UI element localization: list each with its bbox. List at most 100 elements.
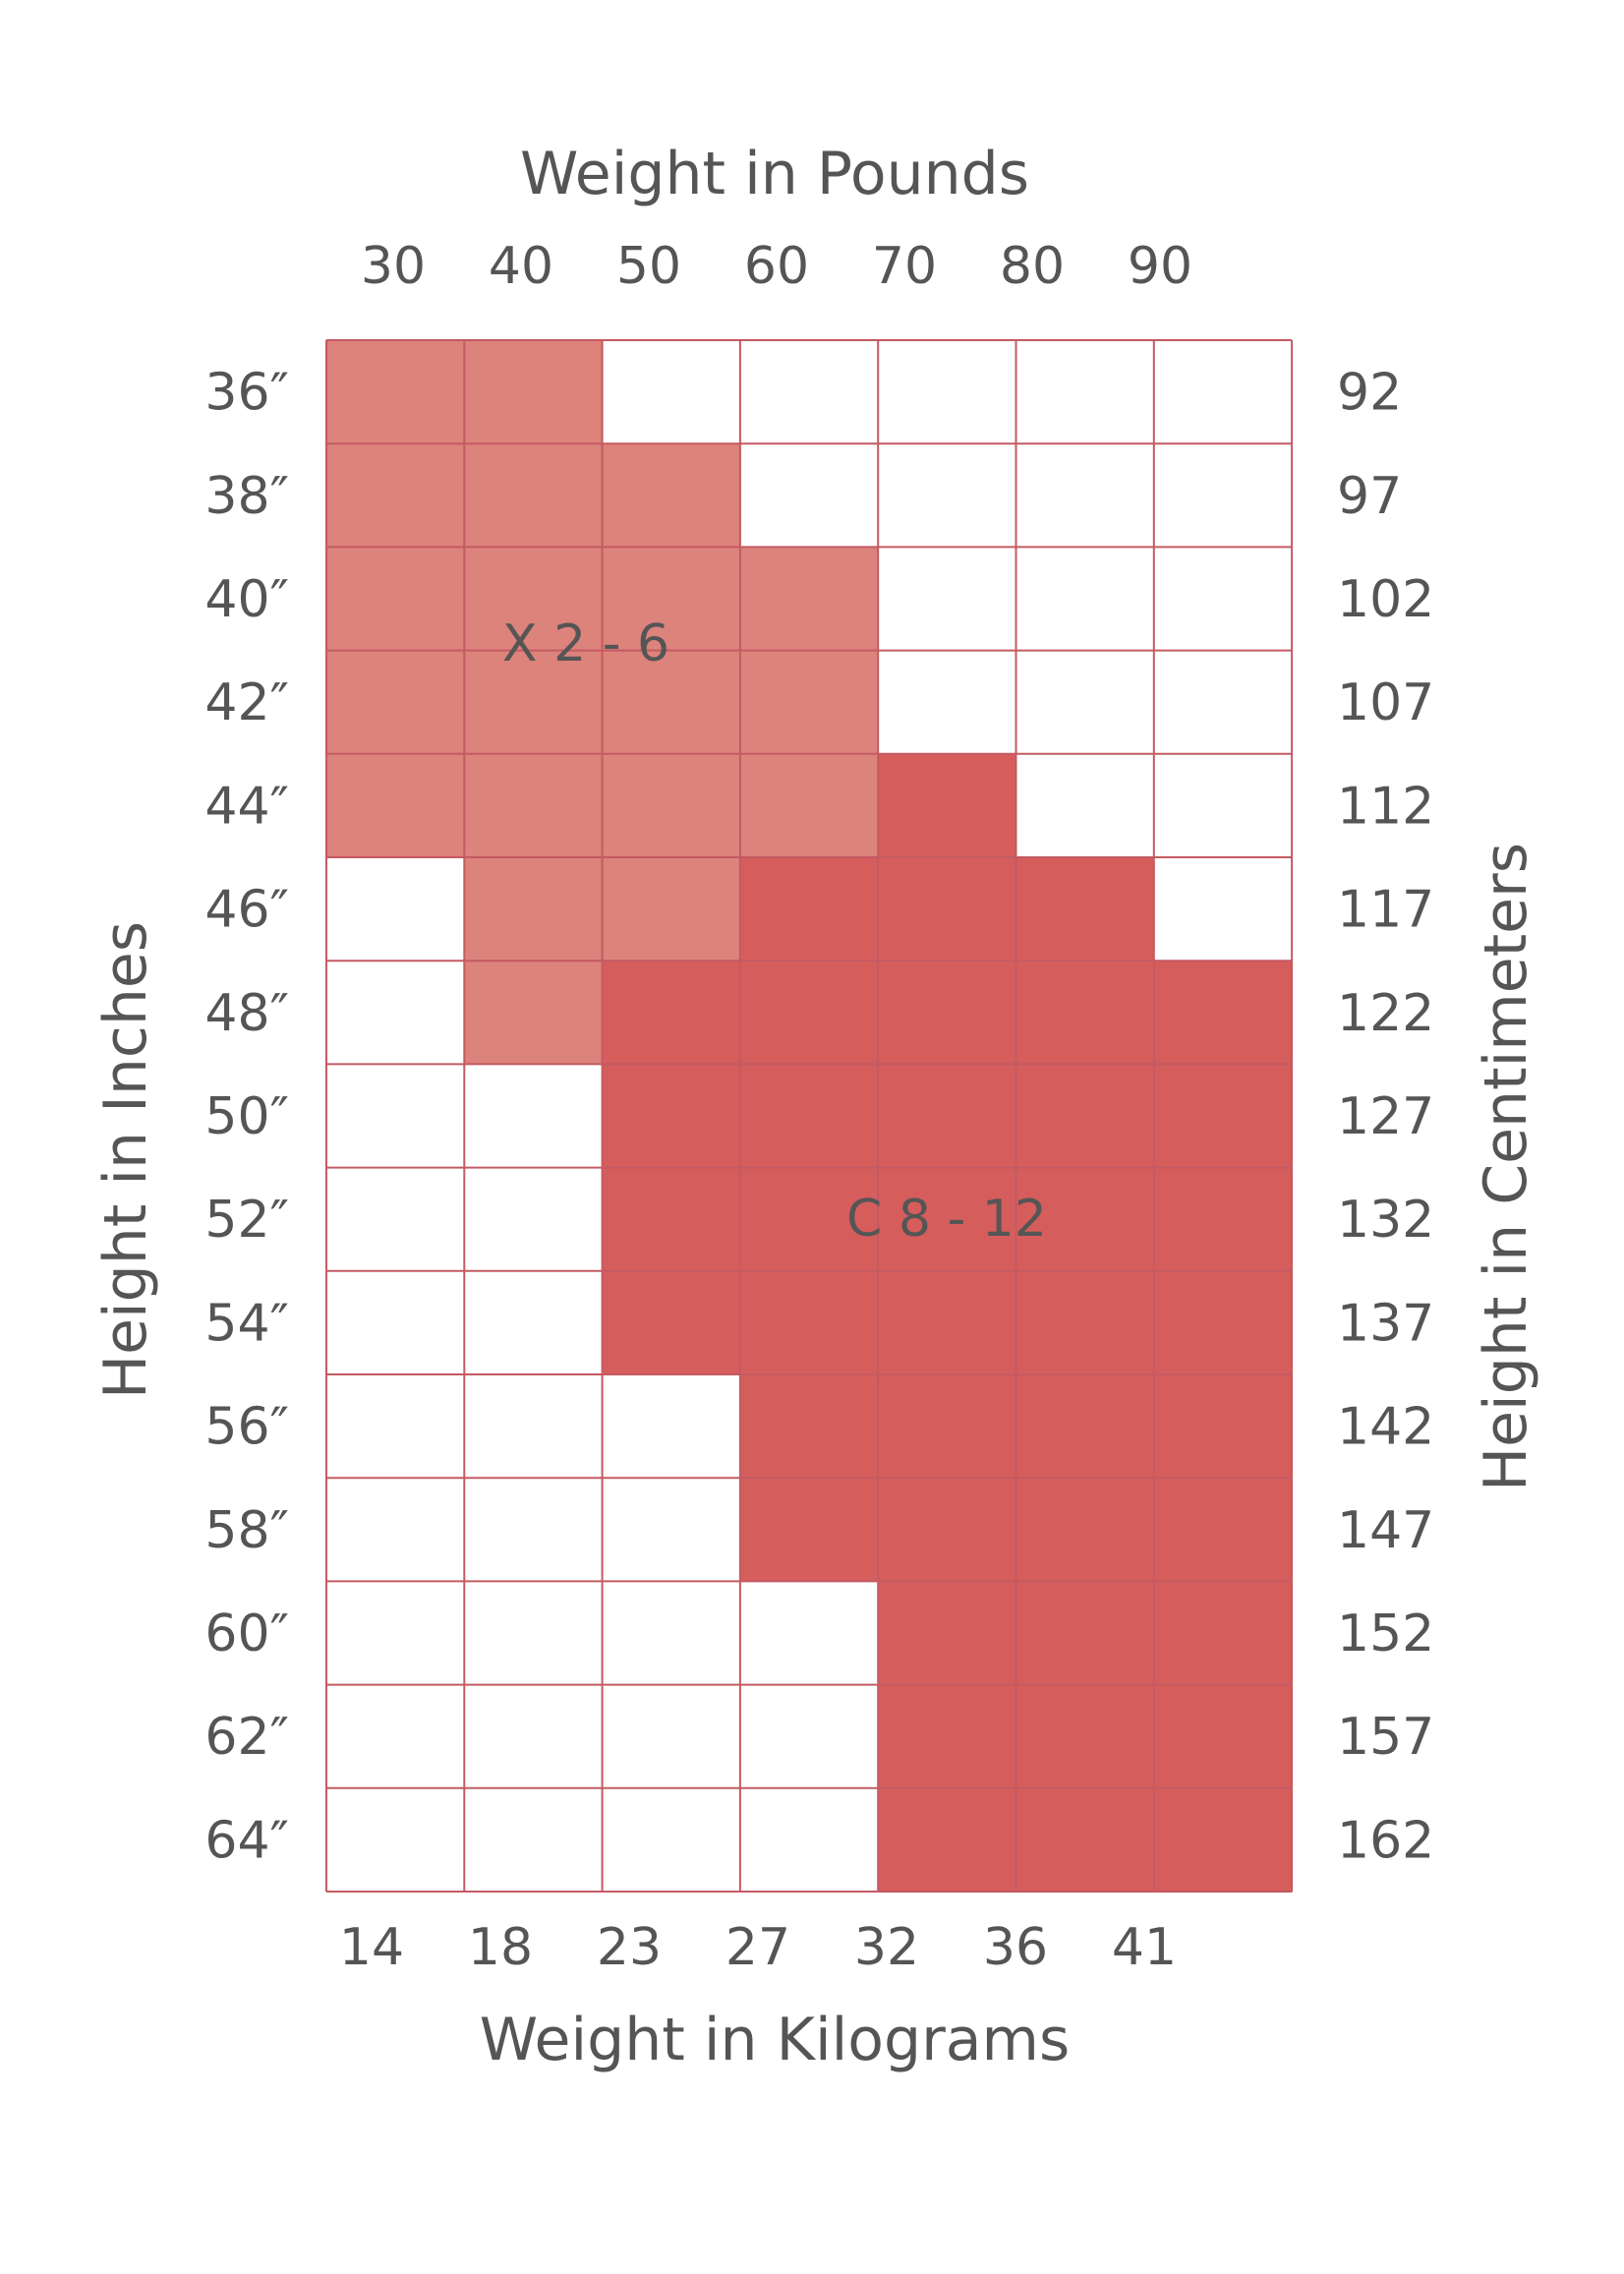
tick-label-inches: 42″	[204, 673, 289, 732]
cell-c	[1153, 1787, 1293, 1893]
cell-c	[1153, 1684, 1293, 1789]
cell-empty	[326, 961, 465, 1065]
right-axis-title: Height in Centimeters	[1472, 843, 1540, 1491]
tick-label-inches: 48″	[204, 984, 289, 1043]
cell-empty	[602, 1787, 741, 1893]
cell-c	[739, 1064, 879, 1169]
tick-label-pounds: 40	[489, 237, 553, 296]
cell-c	[1015, 1374, 1155, 1479]
cell-c	[739, 961, 879, 1065]
tick-label-centimeters: 152	[1337, 1604, 1434, 1663]
cell-c	[878, 1064, 1017, 1169]
cell-c	[739, 1478, 879, 1582]
tick-label-centimeters: 102	[1337, 570, 1434, 629]
tick-label-centimeters: 92	[1337, 364, 1402, 423]
tick-label-inches: 56″	[204, 1398, 289, 1457]
cell-c	[602, 1064, 741, 1169]
cell-empty	[326, 1684, 465, 1789]
cell-c	[878, 1167, 1017, 1272]
cell-c	[1015, 1787, 1155, 1893]
cell-empty	[878, 340, 1017, 444]
cell-empty	[464, 1270, 604, 1375]
cell-empty	[464, 1374, 604, 1479]
tick-label-centimeters: 132	[1337, 1191, 1434, 1250]
cell-c	[1015, 857, 1155, 962]
cell-x	[464, 650, 604, 755]
cell-c	[602, 1270, 741, 1375]
cell-empty	[878, 443, 1017, 548]
cell-c	[739, 1374, 879, 1479]
cell-empty	[739, 1787, 879, 1893]
cell-x	[602, 857, 741, 962]
tick-label-kilograms: 32	[854, 1918, 919, 1977]
cell-c	[1153, 1478, 1293, 1582]
tick-label-centimeters: 122	[1337, 984, 1434, 1043]
cell-empty	[1153, 857, 1293, 962]
tick-label-kilograms: 23	[597, 1918, 662, 1977]
grid-lines	[325, 339, 1294, 1893]
cell-c	[739, 1167, 879, 1272]
cell-x	[326, 753, 465, 858]
cell-c	[878, 1270, 1017, 1375]
cell-empty	[739, 1581, 879, 1686]
cell-x	[602, 753, 741, 858]
cell-x	[602, 443, 741, 548]
cell-c	[739, 1270, 879, 1375]
cell-x	[739, 547, 879, 652]
cell-empty	[326, 1374, 465, 1479]
cells-layer	[326, 340, 1293, 1893]
region-label-c: C 8 - 12	[846, 1190, 1047, 1249]
cell-empty	[739, 443, 879, 548]
cell-empty	[1153, 547, 1293, 652]
tick-label-centimeters: 147	[1337, 1501, 1434, 1560]
cell-c	[1015, 1478, 1155, 1582]
cell-empty	[1153, 753, 1293, 858]
cell-empty	[1015, 650, 1155, 755]
cell-c	[1015, 1064, 1155, 1169]
cell-empty	[326, 1581, 465, 1686]
cell-empty	[602, 1374, 741, 1479]
cell-empty	[602, 1478, 741, 1582]
tick-label-centimeters: 157	[1337, 1708, 1434, 1767]
cell-c	[1153, 1270, 1293, 1375]
cell-empty	[464, 1684, 604, 1789]
tick-label-centimeters: 142	[1337, 1398, 1434, 1457]
cell-empty	[739, 340, 879, 444]
cell-x	[464, 547, 604, 652]
tick-label-centimeters: 97	[1337, 467, 1402, 526]
tick-label-pounds: 60	[744, 237, 809, 296]
cell-x	[464, 753, 604, 858]
cell-c	[1153, 1167, 1293, 1272]
tick-label-centimeters: 107	[1337, 673, 1434, 732]
cell-empty	[326, 1478, 465, 1582]
cell-empty	[1015, 340, 1155, 444]
labels-layer: Weight in Pounds Weight in Kilograms Hei…	[91, 140, 1540, 2074]
tick-label-inches: 50″	[204, 1087, 289, 1146]
cell-x	[602, 547, 741, 652]
cell-empty	[464, 1787, 604, 1893]
tick-label-inches: 58″	[204, 1501, 289, 1560]
cell-empty	[602, 340, 741, 444]
tick-label-inches: 52″	[204, 1191, 289, 1250]
cell-x	[326, 340, 465, 444]
cell-c	[878, 857, 1017, 962]
cell-empty	[326, 1064, 465, 1169]
tick-label-inches: 40″	[204, 570, 289, 629]
tick-label-kilograms: 27	[725, 1918, 790, 1977]
cell-x	[602, 650, 741, 755]
tick-label-pounds: 80	[1000, 237, 1065, 296]
cell-empty	[878, 650, 1017, 755]
cell-c	[1015, 1167, 1155, 1272]
cell-c	[1153, 1581, 1293, 1686]
cell-c	[878, 961, 1017, 1065]
tick-label-centimeters: 127	[1337, 1087, 1434, 1146]
cell-x	[326, 443, 465, 548]
region-label-x: X 2 - 6	[502, 614, 669, 673]
cell-empty	[1015, 547, 1155, 652]
cell-empty	[739, 1684, 879, 1789]
cell-c	[1153, 1374, 1293, 1479]
tick-label-inches: 46″	[204, 881, 289, 940]
cell-empty	[326, 1167, 465, 1272]
cell-x	[326, 547, 465, 652]
